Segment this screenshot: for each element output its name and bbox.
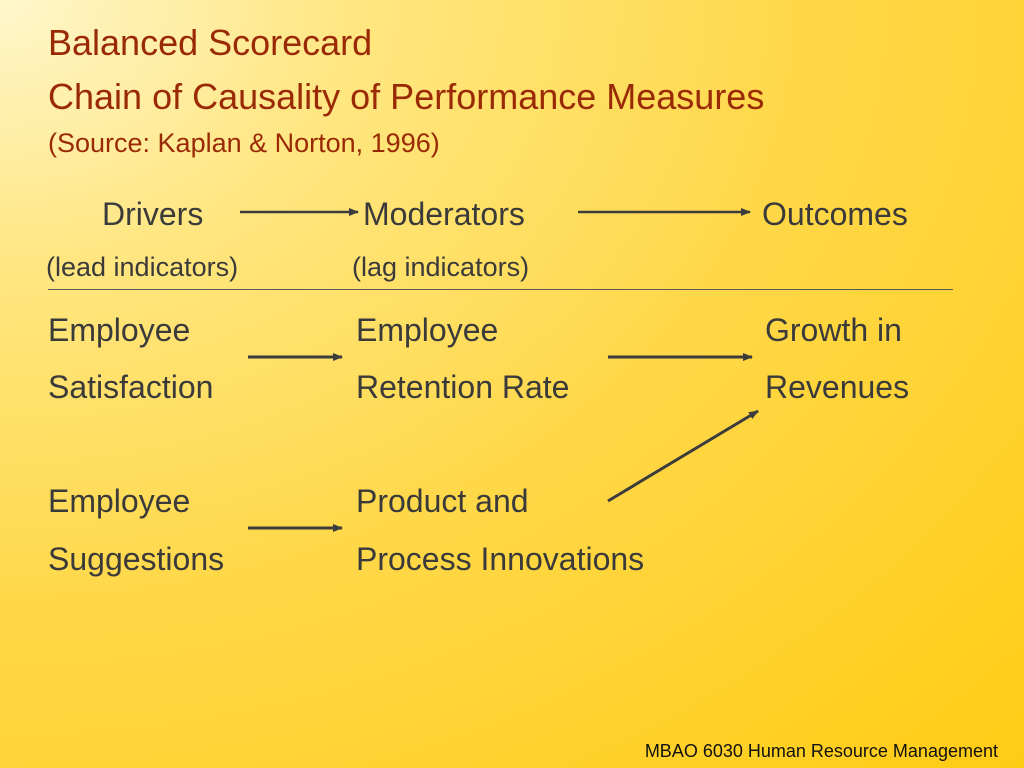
slide-title: Balanced Scorecard — [48, 22, 373, 63]
moderator-1-line2: Retention Rate — [356, 369, 570, 405]
source-citation: (Source: Kaplan & Norton, 1996) — [48, 128, 440, 158]
header-moderators: Moderators — [363, 196, 525, 232]
driver-2-line2: Suggestions — [48, 541, 225, 577]
footer-course-label: MBAO 6030 Human Resource Management — [644, 741, 998, 761]
moderator-2-line2: Process Innovations — [356, 541, 645, 577]
driver-1-line2: Satisfaction — [48, 369, 214, 405]
header-outcomes: Outcomes — [762, 196, 908, 232]
outcome-1-line1: Growth in — [765, 312, 902, 348]
header-drivers: Drivers — [102, 196, 204, 232]
moderator-1-line1: Employee — [356, 312, 499, 348]
arrow-innovations-to-revenues — [607, 409, 759, 503]
slide-subtitle: Chain of Causality of Performance Measur… — [48, 76, 765, 117]
moderators-note: (lag indicators) — [352, 252, 530, 282]
driver-1-line1: Employee — [48, 312, 191, 348]
driver-2-line1: Employee — [48, 483, 191, 519]
header-divider — [48, 289, 953, 290]
drivers-note: (lead indicators) — [46, 252, 239, 282]
outcome-1-line2: Revenues — [765, 369, 910, 405]
moderator-2-line1: Product and — [356, 483, 529, 519]
